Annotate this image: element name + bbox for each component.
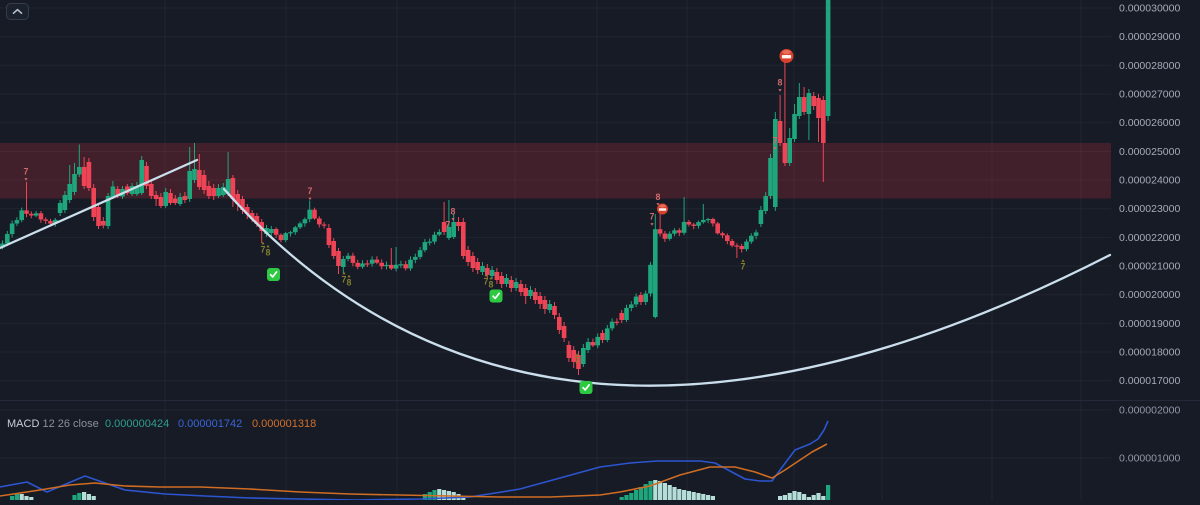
svg-text:7: 7	[741, 262, 746, 272]
svg-text:7: 7	[484, 277, 489, 287]
svg-text:0.000002000: 0.000002000	[1119, 405, 1180, 417]
svg-text:0.000020000: 0.000020000	[1119, 289, 1180, 301]
svg-text:0.000021000: 0.000021000	[1119, 261, 1180, 273]
svg-text:MACD 12 26 close: MACD 12 26 close	[7, 418, 99, 430]
svg-text:0.000025000: 0.000025000	[1119, 146, 1180, 158]
svg-text:0.000001742: 0.000001742	[178, 418, 242, 430]
svg-text:0.000024000: 0.000024000	[1119, 175, 1180, 187]
svg-text:8: 8	[489, 280, 494, 290]
svg-text:8: 8	[778, 78, 783, 88]
svg-text:0.000029000: 0.000029000	[1119, 31, 1180, 43]
svg-text:7: 7	[24, 167, 29, 177]
svg-text:7: 7	[773, 136, 778, 146]
svg-text:7: 7	[446, 220, 451, 230]
svg-text:8: 8	[656, 192, 661, 202]
svg-text:7: 7	[575, 356, 580, 366]
svg-text:0.000019000: 0.000019000	[1119, 318, 1180, 330]
svg-text:7: 7	[261, 245, 266, 255]
svg-text:7: 7	[650, 212, 655, 222]
svg-text:0.000000424: 0.000000424	[105, 418, 169, 430]
svg-text:0.000030000: 0.000030000	[1119, 3, 1180, 15]
svg-text:7: 7	[308, 186, 313, 196]
svg-text:0.000027000: 0.000027000	[1119, 89, 1180, 101]
svg-text:0.000026000: 0.000026000	[1119, 117, 1180, 129]
svg-text:0.000022000: 0.000022000	[1119, 232, 1180, 244]
svg-text:8: 8	[451, 207, 456, 217]
svg-text:0.000028000: 0.000028000	[1119, 60, 1180, 72]
svg-text:0.000001318: 0.000001318	[252, 418, 316, 430]
svg-text:0.000023000: 0.000023000	[1119, 203, 1180, 215]
svg-text:0.000001000: 0.000001000	[1119, 453, 1180, 465]
svg-text:8: 8	[266, 248, 271, 258]
svg-text:8: 8	[347, 278, 352, 288]
svg-text:0.000018000: 0.000018000	[1119, 347, 1180, 359]
svg-text:7: 7	[342, 275, 347, 285]
svg-text:0.000017000: 0.000017000	[1119, 375, 1180, 387]
